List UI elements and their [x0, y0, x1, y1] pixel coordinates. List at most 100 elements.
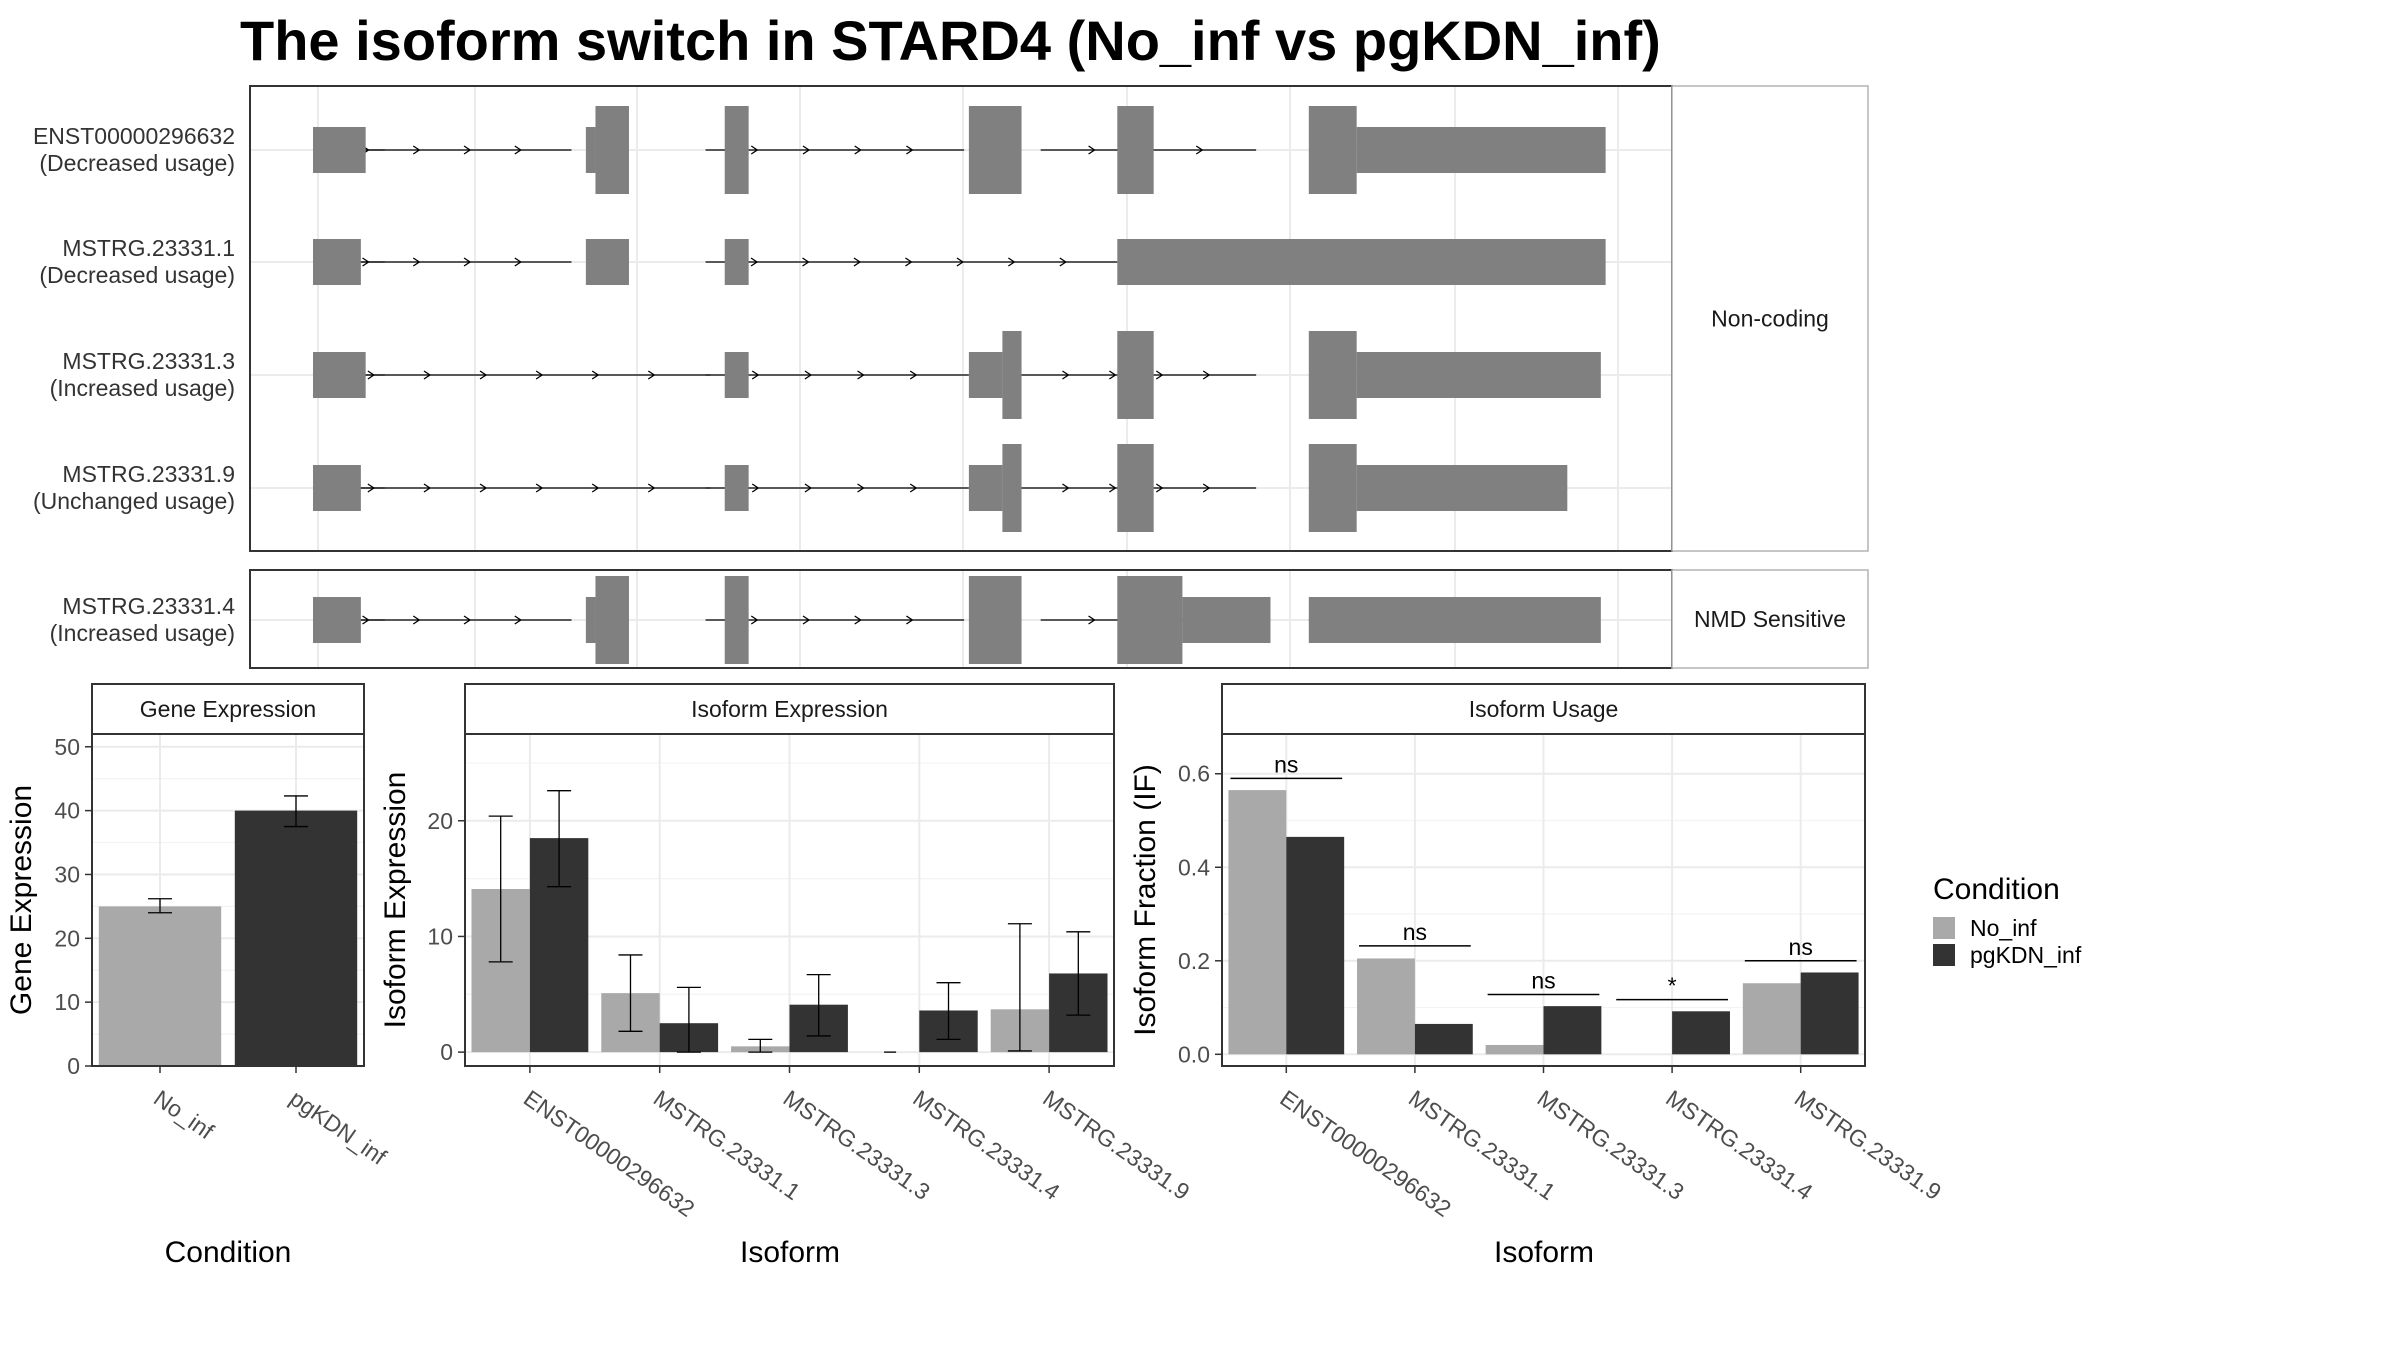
y-tick-label: 0.2	[1178, 948, 1210, 974]
y-tick-label: 30	[54, 861, 80, 887]
transcript-usage-label: (Decreased usage)	[39, 262, 235, 288]
utr-exon	[968, 465, 1003, 511]
coding-exon	[1117, 444, 1154, 532]
facet-strip-title: Isoform Usage	[1469, 696, 1619, 722]
utr-exon	[313, 465, 361, 511]
strand-arrow	[1155, 483, 1164, 493]
transcript-id-label: MSTRG.23331.4	[62, 593, 235, 619]
coding-exon	[595, 106, 629, 194]
strand-arrow	[909, 483, 918, 493]
strand-arrow	[956, 257, 965, 267]
strand-arrow	[1088, 145, 1096, 155]
significance-label: ns	[1274, 751, 1298, 777]
figure-title: The isoform switch in STARD4 (No_inf vs …	[240, 9, 1661, 72]
strand-arrow	[367, 483, 376, 493]
strand-arrow	[1062, 483, 1070, 493]
bar-pgkdn-inf-mstrg-23331-4	[1672, 1011, 1730, 1055]
strand-arrow	[1088, 615, 1096, 625]
y-tick-label: 40	[54, 798, 80, 824]
significance-label: ns	[1403, 919, 1427, 945]
utr-exon	[1356, 352, 1601, 398]
strand-arrow	[479, 370, 488, 380]
strand-arrow	[853, 257, 862, 267]
strand-arrow	[647, 483, 656, 493]
error-bar	[748, 1038, 773, 1053]
facet-strip-label: NMD Sensitive	[1694, 606, 1846, 632]
coding-exon	[595, 576, 629, 664]
strand-arrow	[591, 370, 600, 380]
strand-arrow	[514, 145, 522, 155]
coding-exon	[1002, 331, 1022, 419]
strand-arrow	[463, 257, 472, 267]
transcript-id-label: MSTRG.23331.3	[62, 348, 235, 374]
utr-exon	[724, 352, 749, 398]
facet-strip	[1671, 569, 1869, 669]
y-tick-label: 0.0	[1178, 1041, 1210, 1067]
facet-strip	[464, 683, 1115, 735]
error-bar	[1007, 923, 1032, 1052]
bar-no-inf-mstrg-23331-9	[1742, 983, 1801, 1055]
strand-arrow	[647, 370, 656, 380]
facet-strip-title: Gene Expression	[140, 696, 316, 722]
strand-arrow	[367, 370, 376, 380]
strand-arrow	[535, 370, 544, 380]
strand-arrow	[591, 483, 600, 493]
strand-arrow	[423, 370, 432, 380]
error-bar	[547, 790, 572, 888]
bar-no-inf-enst00000296632	[1228, 790, 1287, 1055]
error-bar	[806, 973, 831, 1037]
transcript-structure-panels: ENST00000296632(Decreased usage)MSTRG.23…	[33, 85, 1869, 669]
bar-pgkdn-inf-mstrg-23331-3	[1543, 1006, 1602, 1055]
utr-exon	[585, 127, 596, 173]
legend-label-no-inf: No_inf	[1970, 915, 2037, 941]
strand-arrow	[906, 615, 914, 625]
error-bar	[936, 982, 961, 1041]
error-bar	[488, 815, 513, 963]
legend-title: Condition	[1933, 873, 2060, 906]
strand-arrow	[463, 145, 472, 155]
x-axis-title: Condition	[165, 1236, 292, 1269]
strand-arrow	[750, 145, 759, 155]
strand-arrow	[1202, 483, 1211, 493]
utr-exon	[313, 239, 361, 285]
strand-arrow	[804, 483, 813, 493]
utr-exon	[313, 127, 366, 173]
y-tick-label: 0	[67, 1053, 80, 1079]
facet-strip-title: Isoform Expression	[691, 696, 888, 722]
y-tick-label: 10	[427, 923, 453, 949]
error-bar	[148, 898, 172, 914]
bar-pgkdn-inf-enst00000296632	[1286, 836, 1345, 1055]
utr-exon	[1356, 465, 1568, 511]
legend-swatch-pgkdn-inf	[1933, 944, 1955, 966]
y-tick-label: 20	[54, 925, 80, 951]
strand-arrow	[479, 483, 488, 493]
transcript-usage-label: (Unchanged usage)	[33, 488, 235, 514]
strand-arrow	[802, 145, 811, 155]
strand-arrow	[1059, 257, 1068, 267]
significance-label: *	[1668, 973, 1677, 999]
bar-chart-panels: Gene Expression 0 10 20 30 40 50 No_inf pgKDN_in…	[5, 683, 1946, 1269]
error-bar	[676, 986, 701, 1053]
x-tick-label: pgKDN_inf	[285, 1085, 392, 1170]
coding-exon	[724, 106, 749, 194]
utr-exon	[585, 597, 596, 643]
strand-arrow	[362, 257, 370, 267]
strand-arrow	[412, 615, 421, 625]
strand-arrow	[751, 370, 760, 380]
transcript-row-mstrg-23331-1: MSTRG.23331.1(Decreased usage)	[39, 235, 1606, 288]
coding-exon	[968, 106, 1022, 194]
strand-arrow	[1109, 370, 1117, 380]
strand-arrow	[750, 257, 759, 267]
y-tick-label: 50	[54, 734, 80, 760]
transcript-row-mstrg-23331-4: MSTRG.23331.4(Increased usage)	[50, 576, 1601, 664]
facet-strip	[1671, 85, 1869, 552]
legend-label-pgkdn-inf: pgKDN_inf	[1970, 942, 2082, 968]
strand-arrow	[1202, 370, 1211, 380]
transcript-panel-nmd-sensitive: MSTRG.23331.4(Increased usage) NMD Sensit…	[50, 569, 1869, 669]
strand-arrow	[905, 257, 913, 267]
x-tick-label: No_inf	[149, 1085, 219, 1145]
strand-arrow	[412, 145, 421, 155]
strand-arrow	[750, 615, 759, 625]
y-axis-title: Isoform Fraction (IF)	[1129, 764, 1162, 1036]
